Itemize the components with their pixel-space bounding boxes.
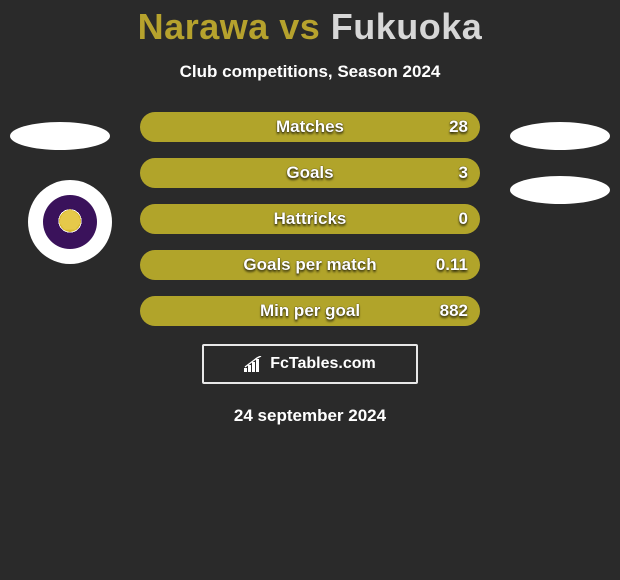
team-slot-right-2: [510, 176, 610, 204]
page-title: Narawa vs Fukuoka: [0, 0, 620, 48]
stat-row-goals-per-match: Goals per match 0.11: [140, 250, 480, 280]
stat-row-goals: Goals 3: [140, 158, 480, 188]
stat-label: Goals per match: [243, 255, 376, 275]
stat-label: Matches: [276, 117, 344, 137]
stat-label: Min per goal: [260, 301, 360, 321]
stat-value: 0.11: [436, 255, 468, 275]
team-slot-left: [10, 122, 110, 150]
team-slot-right-1: [510, 122, 610, 150]
stat-value: 882: [440, 301, 468, 321]
stat-value: 28: [449, 117, 468, 137]
stat-row-matches: Matches 28: [140, 112, 480, 142]
stat-label: Goals: [286, 163, 333, 183]
bar-chart-icon: [244, 356, 264, 372]
footer-date: 24 september 2024: [0, 406, 620, 426]
title-left: Narawa: [138, 6, 269, 47]
stat-row-hattricks: Hattricks 0: [140, 204, 480, 234]
subtitle: Club competitions, Season 2024: [0, 62, 620, 82]
stats-bar-list: Matches 28 Goals 3 Hattricks 0 Goals per…: [140, 112, 480, 326]
title-right: Fukuoka: [331, 6, 483, 47]
stat-label: Hattricks: [274, 209, 347, 229]
brand-badge: FcTables.com: [202, 344, 418, 384]
brand-text: FcTables.com: [270, 355, 376, 373]
stat-row-min-per-goal: Min per goal 882: [140, 296, 480, 326]
stat-value: 3: [459, 163, 468, 183]
club-crest-icon: [43, 195, 97, 249]
title-vs: vs: [269, 6, 331, 47]
club-crest: [28, 180, 112, 264]
stat-value: 0: [459, 209, 468, 229]
